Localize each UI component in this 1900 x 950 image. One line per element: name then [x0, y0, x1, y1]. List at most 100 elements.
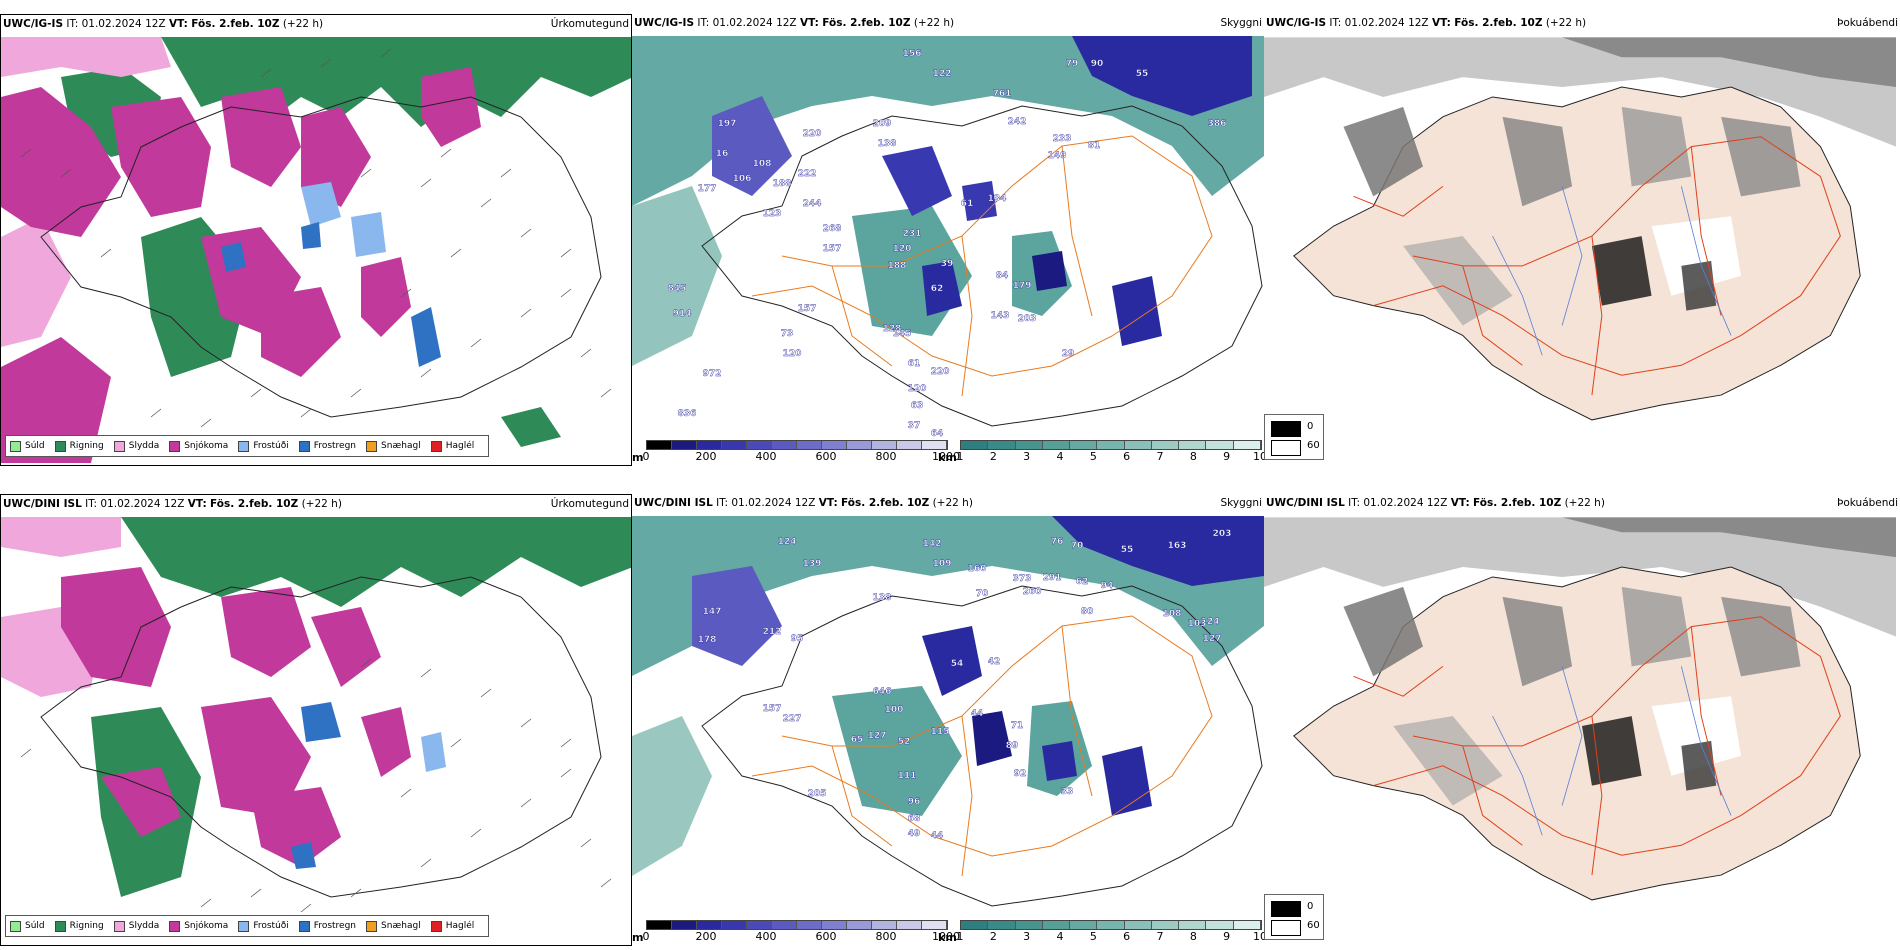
colorbar-segment: [1015, 921, 1043, 929]
vis-label: 111: [898, 771, 917, 781]
vis-label: 138: [873, 593, 892, 603]
vis-label: 123: [763, 209, 782, 219]
panel-header: UWC/DINI ISL IT: 01.02.2024 12Z VT: Fös.…: [1264, 494, 1900, 512]
vis-label: 157: [763, 704, 782, 714]
colorbar-tick: 400: [755, 450, 777, 463]
colorbar-tick: 2: [989, 930, 997, 943]
vis-label: 44: [931, 831, 944, 841]
vt-label: VT:: [187, 498, 207, 510]
vis-label: 92: [1014, 769, 1027, 779]
precip-legend: Súld Rigning Slydda Snjókoma Frostúði Fr…: [5, 435, 490, 457]
colorbar-tick: 600: [815, 930, 837, 943]
fog-swatch-0: [1271, 901, 1301, 917]
swatch-hail: [430, 920, 442, 932]
vt-value: Fös. 2.feb. 10Z: [1473, 497, 1562, 509]
vt-label: VT:: [1431, 17, 1451, 29]
vt-label: VT:: [168, 18, 188, 30]
colorbar-tick: 8: [1189, 450, 1197, 463]
colorbar-tick: 4: [1056, 930, 1064, 943]
legend-item: Frostregn: [298, 440, 357, 452]
colorbar-segment: [1179, 441, 1207, 449]
swatch-rain: [54, 440, 66, 452]
precip-type-panel-bottom: UWC/DINI ISL IT: 01.02.2024 12Z VT: Fös.…: [0, 494, 632, 946]
colorbar-segment: [1206, 921, 1234, 929]
vis-label: 62: [931, 284, 944, 294]
vis-label: 54: [951, 659, 964, 669]
colorbar-segment: [772, 441, 797, 449]
vis-label: 127: [1203, 634, 1222, 644]
colorbar-segment: [961, 921, 989, 929]
fog-legend: 0 60: [1264, 894, 1324, 940]
colorbar-segment: [897, 441, 922, 449]
visibility-km-colorbar: 1 2 3 4 5 6 7 8 9 10: [957, 918, 1264, 946]
vis-label: 106: [733, 174, 752, 184]
vis-label: 260: [1023, 587, 1042, 597]
vis-label: 177: [698, 184, 717, 194]
panel-title: Úrkomutegund: [550, 498, 629, 510]
colorbar-tick: 10: [1253, 930, 1264, 943]
legend-item: Súld: [10, 920, 45, 932]
vis-label: 100: [885, 705, 904, 715]
it-label: IT:: [716, 497, 729, 509]
legend-item: Frostregn: [298, 920, 356, 932]
colorbar-segment: [872, 441, 897, 449]
panel-header: UWC/DINI ISL IT: 01.02.2024 12Z VT: Fös.…: [1, 495, 631, 513]
legend-item: Súld: [10, 440, 45, 452]
vis-label: 147: [703, 607, 722, 617]
legend-label: Rigning: [69, 441, 104, 451]
colorbar-tick: 5: [1089, 930, 1097, 943]
it-value: 01.02.2024 12Z: [81, 18, 166, 30]
colorbar-tick: 6: [1123, 930, 1131, 943]
panel-header: UWC/DINI ISL IT: 01.02.2024 12Z VT: Fös.…: [632, 494, 1264, 512]
lead-time: (+22 h): [932, 497, 973, 509]
colorbar-segment: [647, 921, 672, 929]
vis-label: 108: [1163, 609, 1182, 619]
it-value: 01.02.2024 12Z: [731, 497, 816, 509]
vis-label: 845: [668, 284, 687, 294]
lead-time: (+22 h): [282, 18, 324, 30]
vis-label: 16: [716, 149, 729, 159]
vis-label: 80: [1081, 607, 1094, 617]
colorbar-segment: [988, 921, 1016, 929]
swatch-snow: [169, 920, 181, 932]
colorbar-segment: [1097, 921, 1125, 929]
swatch-rain: [54, 920, 66, 932]
vis-label: 205: [808, 789, 827, 799]
colorbar-segment: [822, 921, 847, 929]
vis-label: 61: [961, 199, 974, 209]
legend-label: Frostregn: [313, 441, 357, 451]
precip-legend: Súld Rigning Slydda Snjókoma Frostúði Fr…: [5, 915, 490, 937]
lead-time: (+22 h): [301, 498, 342, 510]
vis-label: 291: [1043, 573, 1062, 583]
colorbar-segment: [697, 921, 722, 929]
fog-legend-label: 60: [1307, 440, 1320, 451]
colorbar-tick: 3: [1023, 930, 1031, 943]
colorbar-tick: 8: [1189, 930, 1197, 943]
colorbar-segment: [1070, 441, 1098, 449]
vis-label: 972: [703, 369, 722, 379]
legend-item: Frostúði: [238, 920, 289, 932]
fog-index-panel-top: UWC/IG-IS IT: 01.02.2024 12Z VT: Fös. 2.…: [1264, 14, 1900, 466]
vis-label: 212: [763, 627, 782, 637]
km-bar: [960, 440, 1262, 450]
vis-label: 120: [893, 244, 912, 254]
vis-label: 44: [971, 709, 984, 719]
legend-item: Slydda: [113, 440, 159, 452]
colorbar-segment: [1015, 441, 1043, 449]
it-value: 01.02.2024 12Z: [1344, 17, 1429, 29]
fog-legend-label: 0: [1307, 421, 1314, 432]
legend-label: Súld: [25, 441, 45, 451]
vis-label: 49: [908, 829, 921, 839]
vis-label: 761: [993, 89, 1012, 99]
km-unit: km: [938, 931, 957, 944]
vis-label: 124: [1201, 617, 1220, 627]
colorbar-segment: [1070, 921, 1098, 929]
vis-label: 109: [933, 559, 952, 569]
vis-label: 163: [1168, 541, 1187, 551]
fog-index-panel-bottom: UWC/DINI ISL IT: 01.02.2024 12Z VT: Fös.…: [1264, 494, 1900, 946]
colorbar-tick: 9: [1223, 450, 1231, 463]
vis-label: 203: [1213, 529, 1232, 539]
colorbar-segment: [1206, 441, 1234, 449]
vis-label: 120: [908, 384, 927, 394]
it-label: IT:: [85, 498, 98, 510]
